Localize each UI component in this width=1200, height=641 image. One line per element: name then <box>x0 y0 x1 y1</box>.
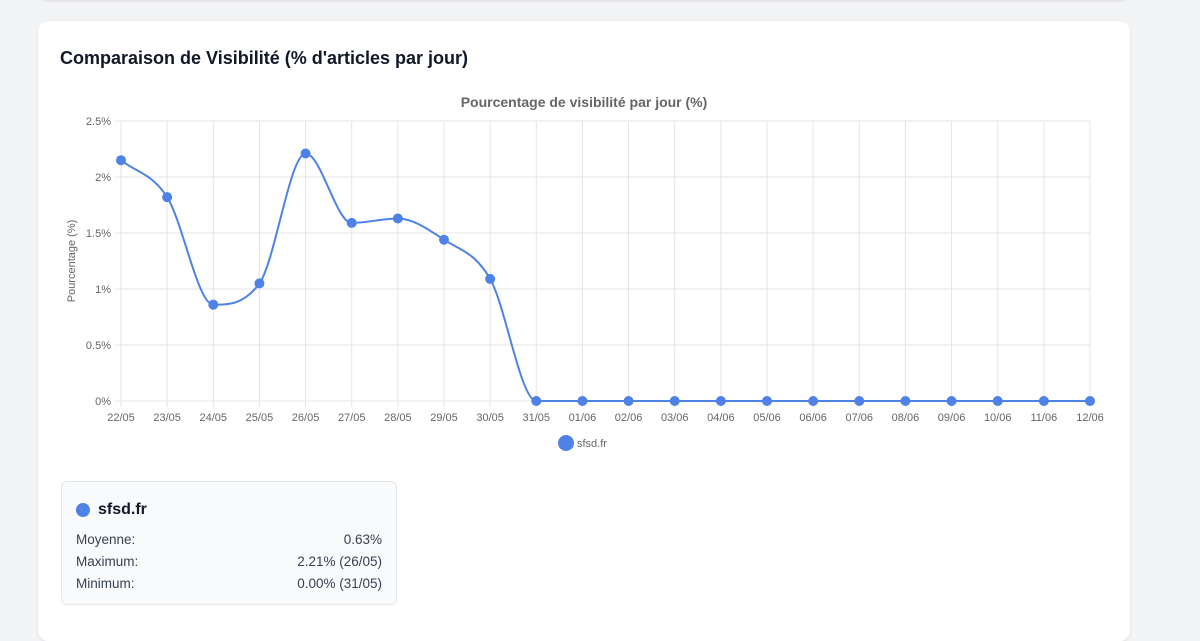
y-tick-label: 2% <box>95 172 111 184</box>
stats-summary-box: sfsd.fr Moyenne: 0.63% Maximum: 2.21% (2… <box>61 481 397 605</box>
x-tick-label: 24/05 <box>200 412 228 424</box>
data-point[interactable] <box>208 299 219 310</box>
data-point[interactable] <box>116 155 126 166</box>
data-point[interactable] <box>577 396 588 406</box>
x-tick-label: 01/06 <box>569 412 597 424</box>
data-point[interactable] <box>254 278 265 289</box>
data-point[interactable] <box>946 396 957 406</box>
data-point[interactable] <box>623 396 634 406</box>
data-point[interactable] <box>762 396 772 406</box>
data-point[interactable] <box>854 396 865 406</box>
stats-site-name: sfsd.fr <box>98 501 147 518</box>
stats-value: 2.21% (26/05) <box>297 554 382 569</box>
data-point[interactable] <box>439 234 449 245</box>
x-tick-label: 08/06 <box>892 412 920 424</box>
x-tick-label: 06/06 <box>799 412 827 424</box>
x-tick-label: 25/05 <box>246 412 274 424</box>
data-point[interactable] <box>1038 396 1049 406</box>
y-tick-label: 1.5% <box>86 228 111 240</box>
chart-title: Pourcentage de visibilité par jour (%) <box>461 94 708 110</box>
x-tick-label: 29/05 <box>430 412 458 424</box>
x-tick-label: 28/05 <box>384 412 412 424</box>
data-point[interactable] <box>346 217 357 228</box>
legend-color-dot <box>558 435 574 451</box>
data-point[interactable] <box>992 396 1003 406</box>
stats-row-maximum: Maximum: 2.21% (26/05) <box>76 551 382 573</box>
data-point[interactable] <box>715 396 726 406</box>
x-tick-label: 09/06 <box>938 412 966 424</box>
chart-legend[interactable]: sfsd.fr <box>558 435 607 451</box>
stats-label: Minimum: <box>76 576 135 591</box>
stats-label: Moyenne: <box>76 532 136 547</box>
x-tick-label: 26/05 <box>292 412 320 424</box>
x-tick-label: 30/05 <box>476 412 504 424</box>
visibility-comparison-card: Comparaison de Visibilité (% d'articles … <box>38 21 1130 641</box>
data-point[interactable] <box>900 396 911 406</box>
x-tick-label: 22/05 <box>107 412 135 424</box>
chart-axes: 0% 0.5% 1% 1.5% 2% 2.5% 22/05 23/05 24/05 25/05 26… <box>86 116 1104 424</box>
y-tick-label: 2.5% <box>86 116 111 128</box>
card-title: Comparaison de Visibilité (% d'articles … <box>60 48 469 68</box>
data-point[interactable] <box>300 148 311 159</box>
x-tick-label: 03/06 <box>661 412 689 424</box>
series-color-dot <box>76 503 90 517</box>
y-tick-label: 1% <box>95 284 111 296</box>
x-tick-label: 04/06 <box>707 412 735 424</box>
data-point[interactable] <box>531 396 542 406</box>
x-tick-label: 31/05 <box>523 412 551 424</box>
x-tick-label: 07/06 <box>846 412 874 424</box>
y-axis-label: Pourcentage (%) <box>66 220 78 303</box>
x-tick-label: 12/06 <box>1076 412 1104 424</box>
chart-series <box>116 148 1095 406</box>
y-tick-label: 0% <box>95 396 111 408</box>
stats-value: 0.63% <box>343 532 382 547</box>
data-point[interactable] <box>669 396 680 406</box>
series-line <box>120 152 1090 403</box>
stats-label: Maximum: <box>76 554 139 569</box>
chart-grid <box>115 120 1091 407</box>
legend-label: sfsd.fr <box>577 438 607 450</box>
x-tick-label: 05/06 <box>753 412 781 424</box>
stats-header: sfsd.fr <box>76 499 382 521</box>
data-point[interactable] <box>392 213 403 224</box>
visibility-line-chart: Pourcentage de visibilité par jour (%) P… <box>66 94 1104 451</box>
data-point[interactable] <box>485 273 496 284</box>
y-tick-label: 0.5% <box>86 340 111 352</box>
x-tick-label: 02/06 <box>615 412 643 424</box>
x-tick-label: 27/05 <box>338 412 366 424</box>
x-tick-label: 23/05 <box>153 412 181 424</box>
stats-row-minimum: Minimum: 0.00% (31/05) <box>76 573 382 595</box>
x-tick-label: 10/06 <box>984 412 1012 424</box>
data-point[interactable] <box>808 396 819 406</box>
stats-value: 0.00% (31/05) <box>297 576 382 591</box>
data-point[interactable] <box>1085 396 1095 406</box>
stats-row-average: Moyenne: 0.63% <box>76 529 382 551</box>
data-point[interactable] <box>162 192 173 203</box>
x-tick-label: 11/06 <box>1030 412 1057 424</box>
